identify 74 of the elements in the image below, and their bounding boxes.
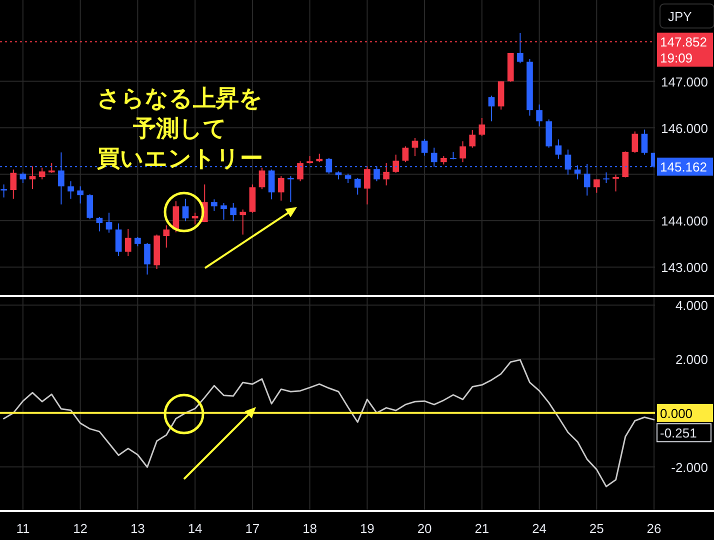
candlestick — [38, 167, 46, 180]
annotation: 買いエントリー — [96, 145, 263, 171]
ref-line-label: 147.852 19:09 — [660, 34, 707, 66]
annotation: 予測して — [132, 115, 227, 141]
x-tick-label: 24 — [532, 521, 547, 536]
x-tick-label: 21 — [474, 521, 490, 536]
candlestick — [77, 186, 84, 204]
y-tick-label: 4.000 — [675, 298, 708, 314]
x-tick-label: 20 — [417, 521, 432, 536]
candlestick — [517, 32, 524, 64]
candlestick — [86, 194, 94, 220]
candlestick — [603, 172, 610, 184]
line-series — [3, 359, 655, 488]
candlestick — [10, 169, 17, 200]
candlestick — [354, 177, 361, 196]
candlestick — [555, 138, 562, 160]
candlestick — [288, 176, 294, 203]
candlestick — [612, 174, 619, 192]
y-tick-label: 144.000 — [661, 214, 708, 229]
candlestick — [392, 154, 400, 174]
candlestick — [192, 212, 198, 225]
candlestick — [488, 95, 495, 122]
candlestick — [344, 173, 352, 184]
candlestick — [632, 130, 638, 154]
candlestick — [460, 140, 466, 163]
candlestick — [220, 202, 227, 220]
x-tick-label: 12 — [73, 521, 88, 536]
y-tick-label: 147.000 — [661, 74, 708, 90]
candlestick — [163, 224, 170, 248]
y-tick-label: 2.000 — [675, 352, 708, 368]
candlestick — [68, 180, 74, 200]
candlestick — [383, 162, 390, 186]
candlestick — [278, 176, 284, 202]
candlestick — [402, 146, 409, 163]
candlestick — [268, 169, 275, 200]
x-tick-label: 14 — [188, 521, 202, 536]
candlestick — [297, 160, 304, 182]
annotation: さらなる上昇を — [97, 85, 263, 111]
candlestick — [115, 222, 122, 256]
data-label: -0.251 — [660, 426, 697, 441]
candlestick — [106, 212, 112, 234]
candlestick — [240, 209, 246, 236]
candlestick — [182, 198, 189, 222]
ref-line-label: 0.000 — [660, 406, 693, 421]
x-tick-label: 26 — [646, 521, 662, 536]
candlestick — [641, 129, 648, 156]
y-tick-label: -2.000 — [671, 460, 708, 475]
x-tick-label: 19 — [360, 521, 374, 536]
x-tick-label: 18 — [302, 521, 318, 536]
text: JPY — [668, 9, 692, 24]
candlestick — [48, 162, 55, 174]
candlestick — [478, 118, 486, 137]
y-tick-label: 146.000 — [661, 120, 708, 136]
candlestick — [536, 104, 542, 127]
x-tick-label: 25 — [589, 521, 604, 536]
x-tick-label: 17 — [245, 521, 260, 536]
candlestick — [469, 130, 476, 148]
candlestick — [211, 198, 218, 212]
x-tick-label: 13 — [130, 521, 145, 536]
candlestick — [20, 172, 26, 184]
x-tick-label: 11 — [16, 521, 30, 536]
candlestick — [134, 236, 141, 247]
candlestick — [124, 228, 132, 256]
candlestick — [421, 138, 428, 156]
candlestick — [0, 184, 7, 198]
y-tick-label: 143.000 — [661, 260, 708, 276]
ref-line-label: 145.162 — [660, 160, 707, 175]
candlestick — [594, 178, 600, 194]
candlestick — [96, 216, 103, 232]
candlestick — [144, 242, 150, 276]
candlestick — [364, 166, 370, 205]
candlestick — [29, 166, 36, 190]
candlestick — [258, 167, 266, 190]
candlestick — [230, 202, 236, 222]
